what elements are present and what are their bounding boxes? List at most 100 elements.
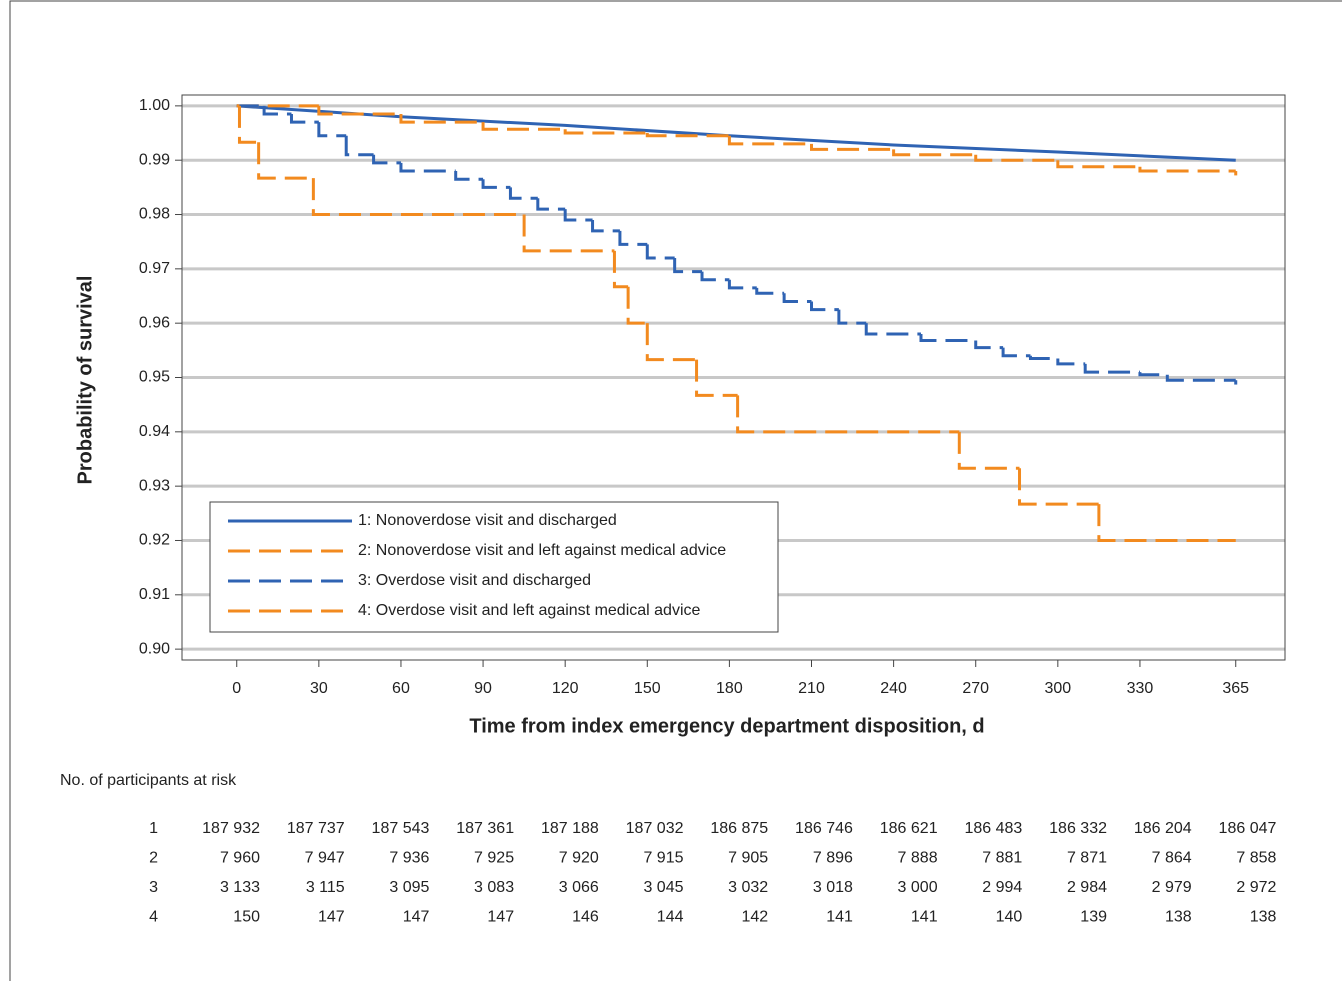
survival-step [536, 198, 566, 211]
risk-count: 187 932 [202, 820, 260, 837]
x-tick-label: 365 [1222, 680, 1249, 697]
risk-count: 186 483 [964, 820, 1022, 837]
risk-count: 7 947 [305, 850, 345, 867]
risk-count: 7 896 [813, 850, 853, 867]
risk-count: 7 871 [1067, 850, 1107, 867]
risk-count: 3 115 [306, 879, 345, 896]
risk-count: 3 000 [898, 879, 938, 896]
survival-step [399, 114, 484, 124]
survival-step [481, 122, 566, 131]
risk-count: 7 915 [643, 850, 683, 867]
survival-step [700, 271, 730, 282]
y-tick-label: 0.93 [139, 477, 170, 494]
y-tick-label: 0.91 [139, 586, 170, 603]
survival-step [399, 162, 456, 173]
risk-count: 2 994 [982, 879, 1022, 896]
risk-row-label: 1 [149, 820, 158, 837]
survival-step [974, 340, 1004, 350]
survival-step [454, 171, 484, 181]
y-tick-label: 1.00 [139, 97, 170, 114]
risk-count: 140 [996, 909, 1023, 926]
survival-step [1097, 504, 1236, 542]
survival-step [695, 359, 738, 397]
survival-step [591, 219, 620, 233]
survival-step [563, 209, 593, 222]
survival-step [1056, 160, 1140, 169]
survival-step [645, 244, 675, 260]
x-tick-label: 0 [232, 680, 241, 697]
risk-row-label: 3 [149, 879, 158, 896]
risk-count: 141 [911, 909, 938, 926]
survival-step [864, 323, 921, 336]
survival-step [481, 179, 511, 189]
survival-step [522, 214, 615, 253]
y-tick-label: 0.99 [139, 151, 170, 168]
risk-row-label: 4 [149, 909, 158, 926]
risk-count: 3 083 [474, 879, 514, 896]
risk-count: 144 [657, 909, 684, 926]
risk-count: 147 [403, 909, 430, 926]
survival-step [372, 154, 401, 165]
risk-count: 2 979 [1152, 879, 1192, 896]
survival-step [673, 257, 703, 274]
survival-step [782, 293, 812, 303]
risk-count: 7 864 [1152, 850, 1192, 867]
survival-step [736, 395, 960, 434]
risk-count: 138 [1250, 909, 1277, 926]
risk-count: 7 925 [474, 850, 514, 867]
frame [9, 0, 1342, 981]
risk-count: 139 [1080, 909, 1107, 926]
survival-step [1138, 166, 1236, 173]
risk-count: 3 032 [728, 879, 768, 896]
survival-step [810, 143, 894, 151]
survival-step [311, 178, 525, 217]
x-tick-label: 30 [310, 680, 328, 697]
risk-count: 187 032 [626, 820, 684, 837]
survival-step [892, 149, 976, 157]
survival-step [237, 105, 259, 144]
legend-label: 3: Overdose visit and discharged [358, 572, 591, 589]
survival-step [1056, 358, 1086, 366]
survival-step [755, 287, 785, 295]
risk-count: 7 888 [898, 850, 938, 867]
x-tick-label: 270 [962, 680, 989, 697]
y-tick-label: 0.90 [139, 640, 170, 657]
x-tick-label: 240 [880, 680, 907, 697]
risk-count: 142 [741, 909, 768, 926]
risk-count: 186 746 [795, 820, 853, 837]
survival-step [317, 105, 401, 116]
survival-step [618, 230, 648, 246]
risk-count: 7 960 [220, 850, 260, 867]
y-tick-label: 0.94 [139, 423, 170, 440]
risk-row-label: 2 [149, 850, 158, 867]
survival-step [645, 323, 697, 362]
y-tick-label: 0.98 [139, 206, 170, 223]
survival-step [1165, 374, 1236, 382]
survival-step [262, 105, 292, 116]
legend-label: 2: Nonoverdose visit and left against me… [358, 542, 726, 559]
risk-count: 187 361 [456, 820, 514, 837]
risk-count: 7 920 [559, 850, 599, 867]
survival-step [974, 154, 1058, 162]
risk-count: 2 972 [1236, 879, 1276, 896]
x-tick-label: 330 [1127, 680, 1154, 697]
survival-step [626, 286, 648, 325]
survival-step [837, 309, 867, 325]
survival-step [1001, 347, 1031, 358]
survival-step [257, 142, 314, 180]
survival-step [317, 122, 347, 138]
risk-count: 187 737 [287, 820, 345, 837]
x-tick-label: 90 [474, 680, 492, 697]
risk-count: 186 875 [710, 820, 768, 837]
legend-label: 4: Overdose visit and left against medic… [358, 602, 701, 619]
risk-count: 187 543 [372, 820, 430, 837]
risk-count: 147 [318, 909, 345, 926]
risk-count: 7 936 [389, 850, 429, 867]
survival-step [727, 135, 812, 146]
survival-step [919, 334, 976, 343]
survival-step [957, 431, 1020, 470]
survival-step [645, 133, 730, 138]
plot-frame [181, 94, 1286, 661]
survival-step [727, 279, 757, 290]
